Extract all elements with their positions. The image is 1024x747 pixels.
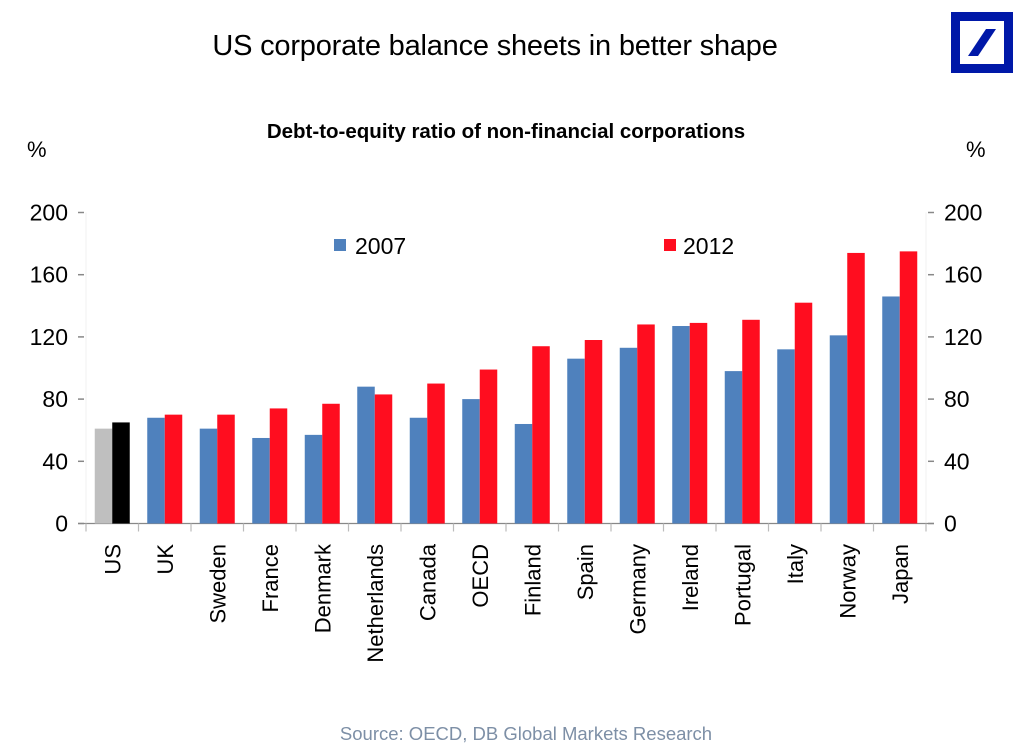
bar-portugal-2007 xyxy=(724,371,743,524)
x-category-label: Sweden xyxy=(205,544,230,624)
y-tick-label-left: 200 xyxy=(30,200,68,226)
bar-japan-2007 xyxy=(882,296,900,524)
left-axis-unit: % xyxy=(27,137,47,162)
x-category-label: Portugal xyxy=(730,544,755,626)
page-title: US corporate balance sheets in better sh… xyxy=(212,30,778,62)
y-tick-label-right: 200 xyxy=(944,200,982,226)
bar-italy-2007 xyxy=(777,349,795,524)
bar-uk-2012 xyxy=(164,414,183,524)
bar-sweden-2007 xyxy=(199,428,218,524)
legend-swatch-2007 xyxy=(334,239,346,251)
legend-swatch-2012 xyxy=(664,239,676,251)
bar-france-2007 xyxy=(252,437,270,524)
bar-germany-2012 xyxy=(637,324,655,524)
y-tick-label-right: 40 xyxy=(944,448,970,474)
bar-finland-2012 xyxy=(532,346,550,524)
bar-portugal-2012 xyxy=(742,319,760,524)
x-category-label: Canada xyxy=(415,543,440,621)
bar-netherlands-2007 xyxy=(357,386,375,524)
bar-norway-2012 xyxy=(847,252,865,524)
bar-japan-2012 xyxy=(899,251,918,524)
x-category-label: Finland xyxy=(520,544,545,616)
bar-uk-2007 xyxy=(147,417,165,524)
x-category-label: France xyxy=(258,544,283,612)
bar-oecd-2007 xyxy=(462,399,480,524)
x-category-label: Ireland xyxy=(678,544,703,611)
x-category-label: Spain xyxy=(573,544,598,600)
y-tick-label-right: 0 xyxy=(944,511,957,537)
x-category-label: Norway xyxy=(835,544,860,619)
bar-oecd-2012 xyxy=(479,369,498,524)
bar-france-2012 xyxy=(269,408,288,524)
y-tick-label-left: 40 xyxy=(42,448,68,474)
bar-spain-2007 xyxy=(567,358,585,524)
bar-canada-2007 xyxy=(409,417,428,524)
bar-ireland-2007 xyxy=(672,326,690,524)
x-category-label: Japan xyxy=(888,544,913,604)
x-category-label: Netherlands xyxy=(363,544,388,663)
bar-ireland-2012 xyxy=(689,322,708,524)
bar-netherlands-2012 xyxy=(374,394,393,524)
bar-germany-2007 xyxy=(619,347,638,524)
x-category-label: OECD xyxy=(468,544,493,608)
bar-denmark-2012 xyxy=(322,403,340,524)
x-category-label: Denmark xyxy=(310,543,335,633)
legend-label-2012: 2012 xyxy=(683,233,734,259)
y-tick-label-left: 120 xyxy=(30,324,68,350)
bar-spain-2012 xyxy=(584,340,603,524)
y-tick-label-right: 120 xyxy=(944,324,982,350)
bar-sweden-2012 xyxy=(217,414,235,524)
chart-title: Debt-to-equity ratio of non-financial co… xyxy=(266,120,746,143)
y-tick-label-left: 0 xyxy=(55,511,68,537)
bar-us-2012 xyxy=(112,422,130,524)
right-axis-unit: % xyxy=(966,137,986,162)
bar-denmark-2007 xyxy=(304,434,323,524)
x-category-label: Italy xyxy=(783,544,808,584)
y-tick-label-left: 80 xyxy=(42,386,68,412)
y-tick-label-right: 160 xyxy=(944,262,982,288)
y-tick-label-left: 160 xyxy=(30,262,68,288)
bar-us-2007 xyxy=(94,428,113,524)
deutsche-bank-logo-icon xyxy=(951,12,1013,73)
bar-italy-2012 xyxy=(794,302,813,524)
legend-label-2007: 2007 xyxy=(355,233,406,259)
bar-finland-2007 xyxy=(514,423,533,524)
bar-canada-2012 xyxy=(427,383,445,524)
bar-norway-2007 xyxy=(829,335,848,524)
y-tick-label-right: 80 xyxy=(944,386,970,412)
x-category-label: UK xyxy=(153,544,178,575)
x-category-label: US xyxy=(100,544,125,575)
source-note: Source: OECD, DB Global Markets Research xyxy=(339,723,713,744)
x-category-label: Germany xyxy=(625,544,650,634)
